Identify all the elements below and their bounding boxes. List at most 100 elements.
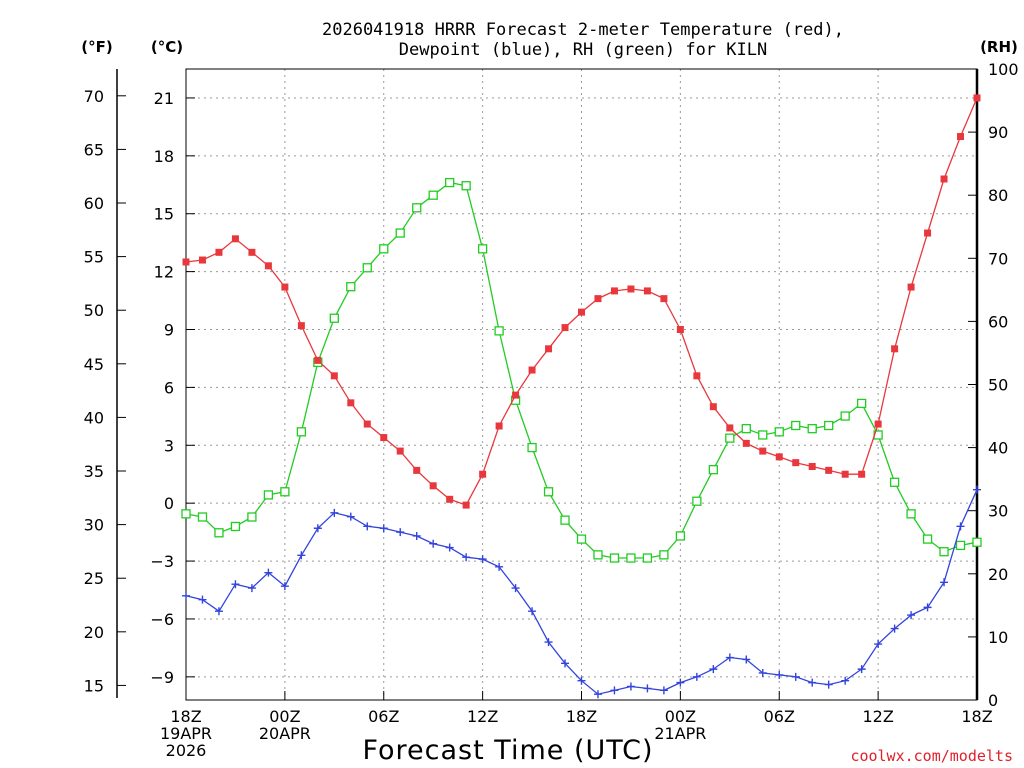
celsius-axis-ticks: 21 18 15 12 9 6 3 0 −3 −6 −9 [150, 89, 195, 687]
temperature-point [940, 175, 948, 183]
dewpoint-point [429, 539, 438, 548]
rh-point [906, 509, 916, 519]
temperature-point [792, 459, 800, 467]
rh-point [560, 515, 570, 525]
rh-point [758, 430, 768, 440]
rh-point [939, 547, 949, 557]
rh-point [807, 424, 817, 434]
celsius-tick-label: −6 [150, 610, 174, 629]
rh-point [889, 477, 900, 487]
temperature-point [841, 470, 849, 478]
dewpoint-point [907, 611, 916, 620]
credit-link[interactable]: coolwx.com/modelts [850, 747, 1013, 765]
temperature-point [413, 466, 421, 474]
rh-point [461, 181, 471, 191]
dewpoint-point [561, 659, 570, 668]
rh-point [840, 411, 850, 421]
temperature-point [874, 420, 882, 428]
dewpoint-point [182, 591, 190, 600]
rh-point [412, 203, 422, 213]
time-tick-label: 12Z [862, 707, 893, 726]
time-tick-label: 20APR [259, 724, 311, 743]
temperature-point [462, 501, 470, 509]
rh-point [428, 190, 438, 200]
rh-point [856, 398, 867, 409]
temperature-point [957, 133, 965, 141]
rh-point [230, 521, 241, 532]
celsius-tick-label: −3 [150, 552, 174, 571]
time-tick-label: 2026 [166, 741, 207, 760]
rh-point [791, 420, 801, 431]
dewpoint-point [841, 676, 850, 685]
fahrenheit-tick-label: 25 [84, 569, 104, 588]
chart-title-line-2: Dewpoint (blue), RH (green) for KILN [399, 40, 767, 60]
dewpoint-point [742, 655, 751, 664]
dewpoint-series [182, 485, 981, 699]
dewpoint-point [198, 595, 207, 604]
temperature-point [561, 324, 569, 332]
dewpoint-point [214, 607, 223, 616]
dewpoint-point [379, 524, 388, 533]
temperature-point [347, 399, 355, 407]
rh-point [675, 531, 686, 541]
rh-series [181, 177, 982, 563]
temperature-point [446, 495, 454, 503]
dewpoint-point [692, 672, 701, 681]
rh-point [214, 528, 224, 538]
temperature-point [924, 229, 932, 237]
rh-point [296, 427, 307, 437]
dewpoint-point [396, 528, 405, 537]
temperature-point [380, 434, 388, 442]
dewpoint-point [495, 562, 504, 571]
rh-point [379, 244, 389, 254]
plot-frame [185, 68, 978, 701]
rh-tick-label: 50 [988, 376, 1008, 395]
dewpoint-point [659, 686, 668, 695]
dewpoint-point [280, 582, 289, 591]
time-tick-label: 06Z [764, 707, 795, 726]
temperature-point [545, 345, 553, 353]
chart-title-line-1: 2026041918 HRRR Forecast 2-meter Tempera… [322, 20, 844, 40]
time-tick-label: 19APR [160, 724, 212, 743]
temperature-point [709, 403, 717, 411]
dewpoint-point [758, 668, 767, 677]
dewpoint-point [593, 690, 602, 699]
rh-tick-label: 10 [988, 628, 1008, 647]
time-tick-label: 12Z [467, 707, 498, 726]
temperature-point [808, 463, 816, 471]
temperature-point [330, 372, 338, 380]
dewpoint-point [643, 684, 652, 693]
rh-point [181, 509, 191, 519]
temperature-point [264, 262, 272, 270]
celsius-tick-label: 3 [164, 436, 174, 455]
dewpoint-point [412, 531, 421, 540]
temperature-point [363, 420, 371, 428]
temperature-point [396, 447, 404, 455]
temperature-point [973, 94, 981, 102]
temperature-point [215, 248, 223, 256]
dewpoint-point [808, 678, 817, 687]
rh-point [543, 487, 554, 497]
dewpoint-point [775, 670, 784, 679]
temperature-point [825, 466, 833, 474]
rh-point [659, 550, 669, 560]
dewpoint-point [676, 678, 685, 687]
temperature-point [281, 283, 289, 291]
temperature-point [891, 345, 899, 353]
rh-point [263, 490, 274, 500]
dewpoint-point [577, 676, 586, 685]
time-tick-label: 00Z [665, 707, 696, 726]
fahrenheit-tick-label: 60 [84, 194, 104, 213]
rh-point [922, 534, 933, 544]
rh-point [494, 326, 504, 336]
dewpoint-point [940, 578, 949, 587]
fahrenheit-tick-label: 40 [84, 408, 104, 427]
fahrenheit-tick-label: 15 [84, 676, 104, 695]
dewpoint-point [824, 680, 833, 689]
dewpoint-point [247, 584, 256, 593]
fahrenheit-tick-label: 20 [84, 623, 104, 642]
rh-point [972, 537, 982, 547]
temperature-point [578, 308, 585, 316]
dewpoint-point [462, 553, 471, 562]
dewpoint-point [528, 607, 537, 616]
